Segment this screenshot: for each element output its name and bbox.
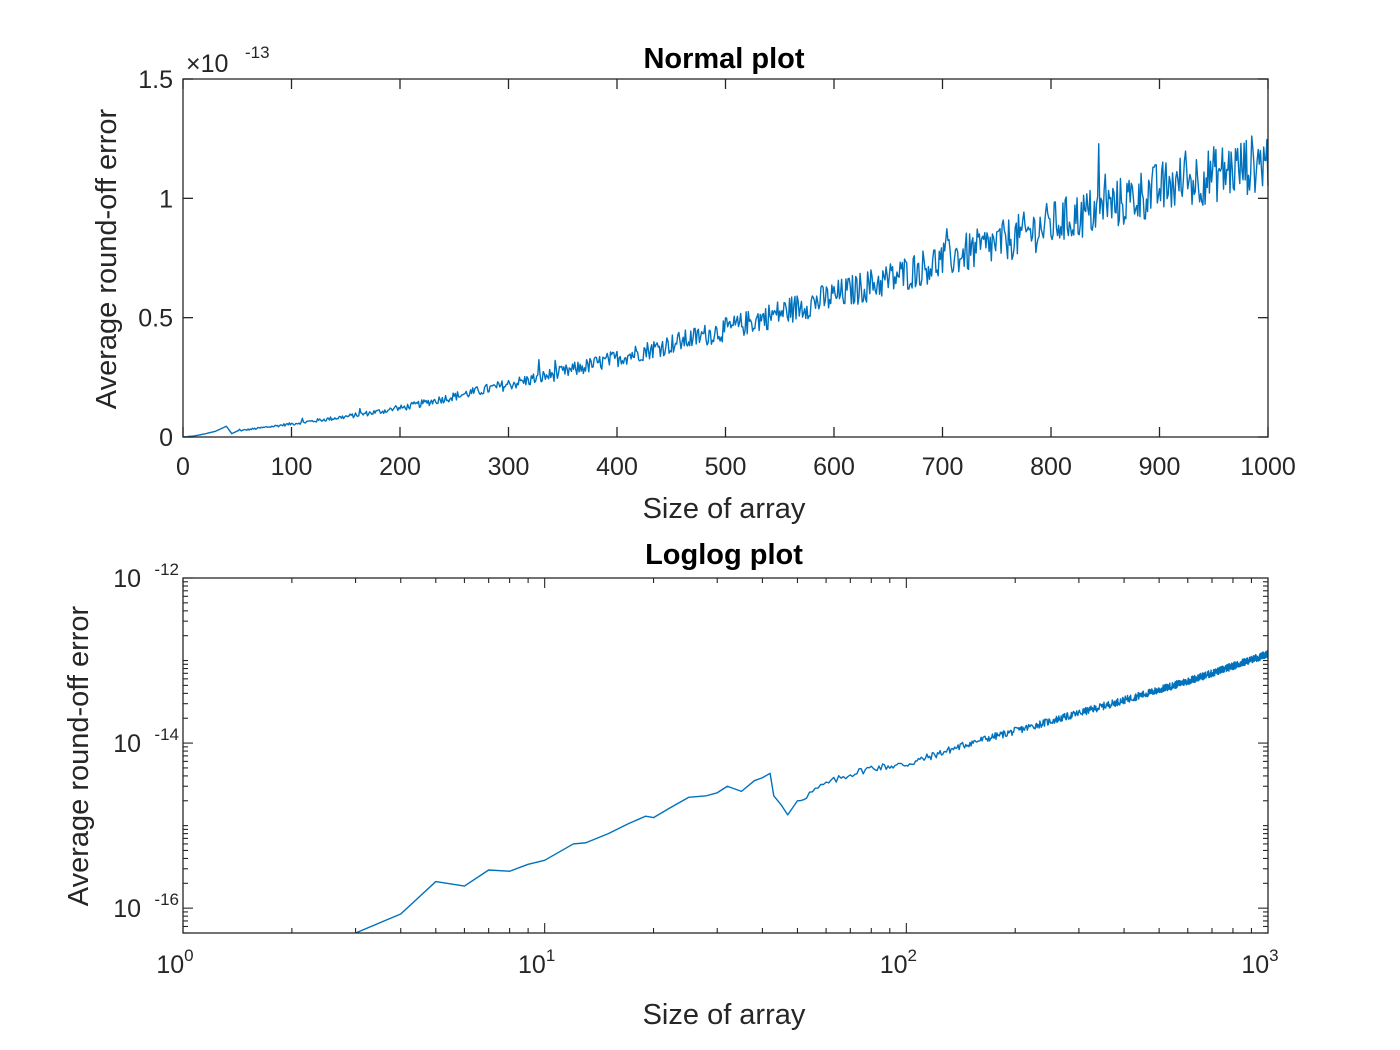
x-tick-exponent: 1 (546, 946, 555, 965)
y-tick-exponent: -16 (154, 890, 179, 909)
x-tick-label: 102 (880, 946, 917, 979)
x-tick-base: 10 (1241, 951, 1269, 979)
normal-plot-multiplier-base: ×10 (186, 50, 228, 78)
x-tick-label: 101 (518, 946, 555, 979)
normal-plot-axes: Normal plot Size of array Average round-… (91, 43, 1296, 525)
x-tick-label: 200 (379, 453, 421, 481)
x-tick-label: 100 (156, 946, 193, 979)
x-tick-label: 700 (922, 453, 964, 481)
x-tick-label: 400 (596, 453, 638, 481)
x-tick-base: 10 (156, 951, 184, 979)
normal-plot-multiplier-exponent: -13 (245, 43, 270, 62)
loglog-plot-axes: Loglog plot Size of array Average round-… (63, 539, 1279, 1031)
y-tick-label: 1 (159, 185, 173, 213)
y-tick-label: 10 -16 (113, 890, 179, 923)
y-tick-label: 10 -14 (113, 725, 179, 758)
x-tick-label: 600 (813, 453, 855, 481)
y-tick-label: 10 -12 (113, 560, 179, 593)
y-tick-base: 10 (113, 565, 141, 593)
normal-plot-ylabel: Average round-off error (91, 108, 123, 409)
y-tick-label: 1.5 (138, 66, 173, 94)
loglog-plot-frame (182, 577, 1269, 934)
x-tick-base: 10 (880, 951, 908, 979)
y-tick-exponent: -14 (154, 725, 179, 744)
loglog-plot-xlabel: Size of array (643, 999, 806, 1031)
normal-plot-ticks (182, 78, 1269, 438)
x-tick-label: 800 (1030, 453, 1072, 481)
y-tick-base: 10 (113, 895, 141, 923)
loglog-plot-series-line (355, 650, 1268, 933)
x-tick-label: 100 (271, 453, 313, 481)
x-tick-label: 1000 (1240, 453, 1296, 481)
x-tick-base: 10 (518, 951, 546, 979)
x-tick-label: 900 (1139, 453, 1181, 481)
loglog-plot-title: Loglog plot (645, 539, 803, 571)
x-tick-label: 500 (705, 453, 747, 481)
loglog-plot-ticks (182, 577, 1268, 934)
normal-plot-xlabel: Size of array (643, 493, 806, 525)
y-tick-base: 10 (113, 730, 141, 758)
normal-plot-series-line (184, 135, 1269, 438)
loglog-plot-ylabel: Average round-off error (63, 605, 95, 906)
normal-plot-multiplier: ×10 -13 (186, 43, 270, 78)
y-tick-exponent: -12 (154, 560, 179, 579)
normal-plot-title: Normal plot (643, 43, 804, 75)
x-tick-exponent: 3 (1269, 946, 1278, 965)
normal-plot-frame (182, 78, 1269, 438)
normal-plot-tick-labels: 0 100 200 300 400 500 600 700 800 900 1000 0 0.5 1 1.5 (138, 66, 1296, 481)
y-tick-label: 0.5 (138, 305, 173, 333)
x-tick-label: 300 (488, 453, 530, 481)
x-tick-label: 103 (1241, 946, 1278, 979)
y-tick-label: 0 (159, 424, 173, 452)
x-tick-exponent: 0 (184, 946, 193, 965)
x-tick-label: 0 (176, 453, 190, 481)
x-tick-exponent: 2 (908, 946, 917, 965)
